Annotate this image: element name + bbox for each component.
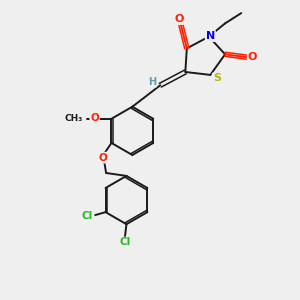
Text: O: O	[90, 113, 99, 123]
Text: H: H	[148, 77, 156, 87]
Text: methoxy: methoxy	[88, 118, 94, 119]
Text: Cl: Cl	[82, 211, 93, 221]
Text: N: N	[206, 31, 215, 41]
Text: O: O	[175, 14, 184, 24]
Text: O: O	[248, 52, 257, 62]
Text: S: S	[213, 74, 221, 83]
Text: CH₃: CH₃	[64, 114, 83, 123]
Text: Cl: Cl	[119, 238, 130, 248]
Text: O: O	[98, 153, 107, 163]
